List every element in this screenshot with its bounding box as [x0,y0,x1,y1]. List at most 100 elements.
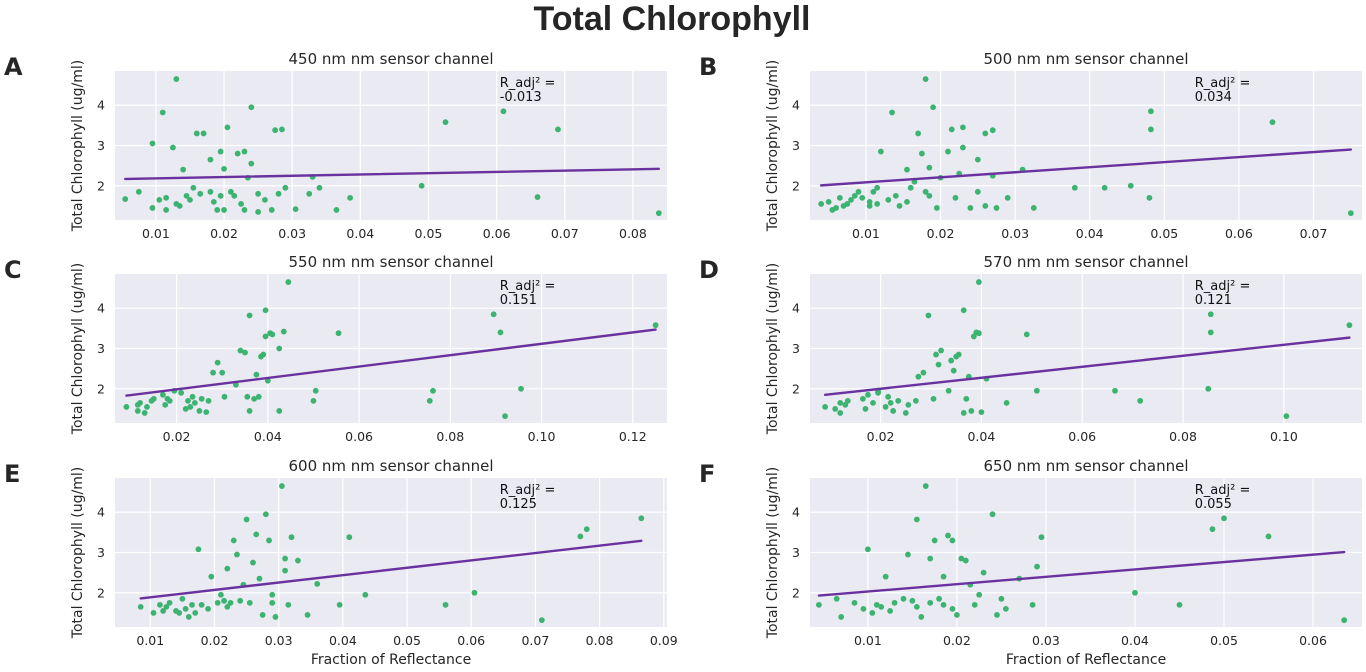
data-point [256,575,263,582]
data-point [166,397,173,404]
data-point [200,130,207,137]
data-point [259,612,266,618]
data-point [292,206,299,213]
data-point [918,150,925,157]
x-tick-label: 0.04 [1121,633,1149,648]
data-point [975,330,982,337]
data-point [1147,126,1154,133]
data-point [246,312,253,319]
x-tick-label: 0.08 [436,429,464,444]
x-tick-label: 0.04 [1076,226,1104,241]
x-tick-label: 0.03 [278,226,306,241]
data-point [490,311,497,318]
data-point [182,406,189,412]
data-point [122,196,129,202]
data-point [967,205,974,211]
data-point [945,387,952,394]
y-tick-label: 2 [97,178,105,193]
data-point [1207,329,1214,336]
data-point [253,371,260,378]
data-point [962,557,969,564]
panel-letter: D [699,256,719,284]
data-point [282,184,289,191]
data-point [502,413,508,420]
data-point [214,207,221,213]
data-point [860,605,867,612]
panel-title: 450 nm nm sensor channel [288,50,493,68]
data-point [896,203,903,209]
data-point [878,603,885,610]
data-point [149,140,156,147]
data-point [197,190,204,197]
data-point [913,516,920,523]
data-point [304,612,311,618]
data-point [927,555,934,562]
y-axis-label: Total Chlorophyll (ug/ml) [70,60,86,232]
data-point [237,597,244,604]
data-point [960,307,967,314]
data-point [248,104,255,111]
data-point [314,581,321,587]
x-tick-label: 0.02 [867,429,895,444]
data-point [160,391,166,398]
r-squared-label: R_adj² = [1195,483,1251,498]
data-point [1146,194,1153,201]
data-point [976,591,983,598]
data-point [234,150,241,157]
data-point [135,188,142,195]
data-point [887,399,894,406]
x-tick-label: 0.12 [619,429,647,444]
x-tick-label: 0.02 [163,429,191,444]
data-point [285,279,292,285]
data-point [860,395,866,402]
data-point [862,406,869,412]
data-point [262,511,269,518]
data-point [940,573,947,580]
x-axis-label: Fraction of Reflectance [1006,652,1166,668]
data-point [262,307,269,314]
data-point [949,605,956,612]
x-tick-label: 0.10 [1270,429,1298,444]
data-point [938,347,944,354]
data-point [1112,387,1118,394]
data-point [179,595,186,602]
data-point [652,322,659,329]
data-point [282,555,288,562]
data-point [1346,322,1353,329]
data-point [971,601,978,608]
y-tick-label: 3 [97,138,105,153]
data-point [262,196,268,203]
data-point [948,357,955,364]
data-point [253,531,260,538]
data-point [248,160,255,167]
data-point [1029,601,1036,608]
data-point [1030,205,1037,211]
y-tick-label: 3 [792,341,800,356]
data-point [955,351,962,358]
data-point [1038,534,1045,541]
data-point [638,515,645,522]
data-point [836,194,843,201]
data-point [925,312,932,319]
data-point [208,573,215,580]
data-point [335,330,342,337]
data-point [210,198,217,205]
fit-line [823,336,1351,397]
r-squared-label: R_adj² = [1195,76,1251,91]
data-point [926,192,933,199]
x-tick-label: 0.07 [1300,226,1328,241]
data-point [974,156,981,163]
data-point [306,190,313,197]
r-squared-value: -0.013 [500,90,542,105]
y-tick-label: 4 [97,98,105,113]
y-axis-label: Total Chlorophyll (ug/ml) [765,263,781,435]
data-point [214,359,221,366]
data-point [904,166,910,173]
data-point [346,534,353,541]
data-point [555,126,561,133]
data-point [994,612,1000,618]
data-point [889,109,895,116]
x-tick-label: 0.06 [1068,429,1096,444]
data-point [196,408,203,414]
data-point [224,565,231,572]
